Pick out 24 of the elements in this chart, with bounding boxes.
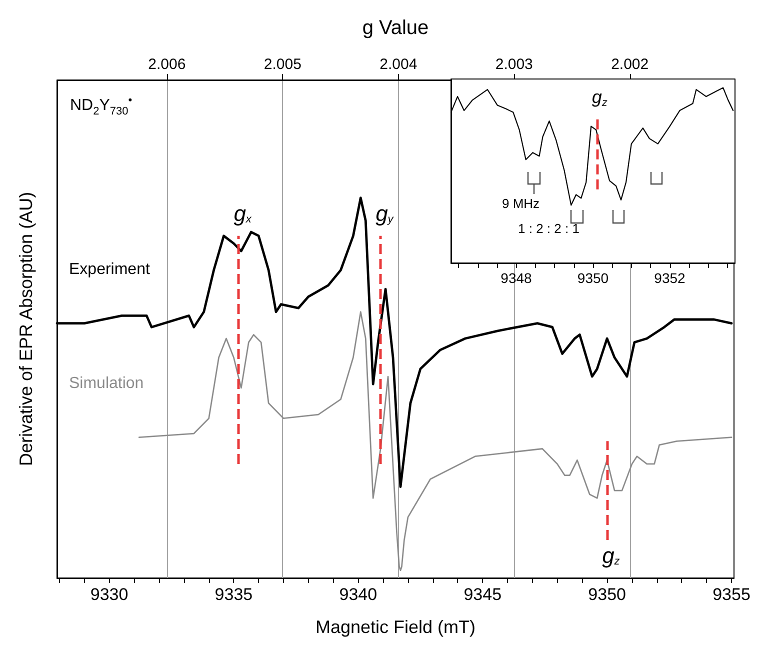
x-tick-label: 9348 xyxy=(500,270,532,286)
x-tick-label: 9350 xyxy=(577,270,609,286)
x-tick-label: 9340 xyxy=(339,585,378,604)
text: Simulation xyxy=(69,374,144,392)
x2-tick-label: 2.003 xyxy=(495,56,533,73)
x-tick-label: 9330 xyxy=(90,585,128,604)
x2-tick-label: 2.006 xyxy=(148,56,186,73)
ref-line-label: gy xyxy=(376,200,395,226)
x-tick-label: 9350 xyxy=(588,585,626,604)
x2-tick-label: 2.005 xyxy=(264,56,302,73)
text: Experiment xyxy=(69,260,150,278)
x-axis-title: Magnetic Field (mT) xyxy=(315,617,476,637)
ref-line-label: gx xyxy=(234,200,252,226)
x-tick-label: 9355 xyxy=(712,585,750,604)
x-tick-label: 9352 xyxy=(654,270,686,286)
x2-axis-title: g Value xyxy=(362,17,429,39)
y-axis-title: Derivative of EPR Absorption (AU) xyxy=(16,192,36,466)
x2-tick-label: 2.004 xyxy=(380,56,418,73)
annotation: 1 : 2 : 2 : 1 xyxy=(518,221,580,236)
x2-tick-label: 2.002 xyxy=(611,56,649,73)
annotation: 9 MHz xyxy=(502,196,540,211)
ref-line-label: gz xyxy=(602,542,620,568)
x-tick-label: 9335 xyxy=(214,585,253,604)
x-tick-label: 9345 xyxy=(464,585,502,604)
